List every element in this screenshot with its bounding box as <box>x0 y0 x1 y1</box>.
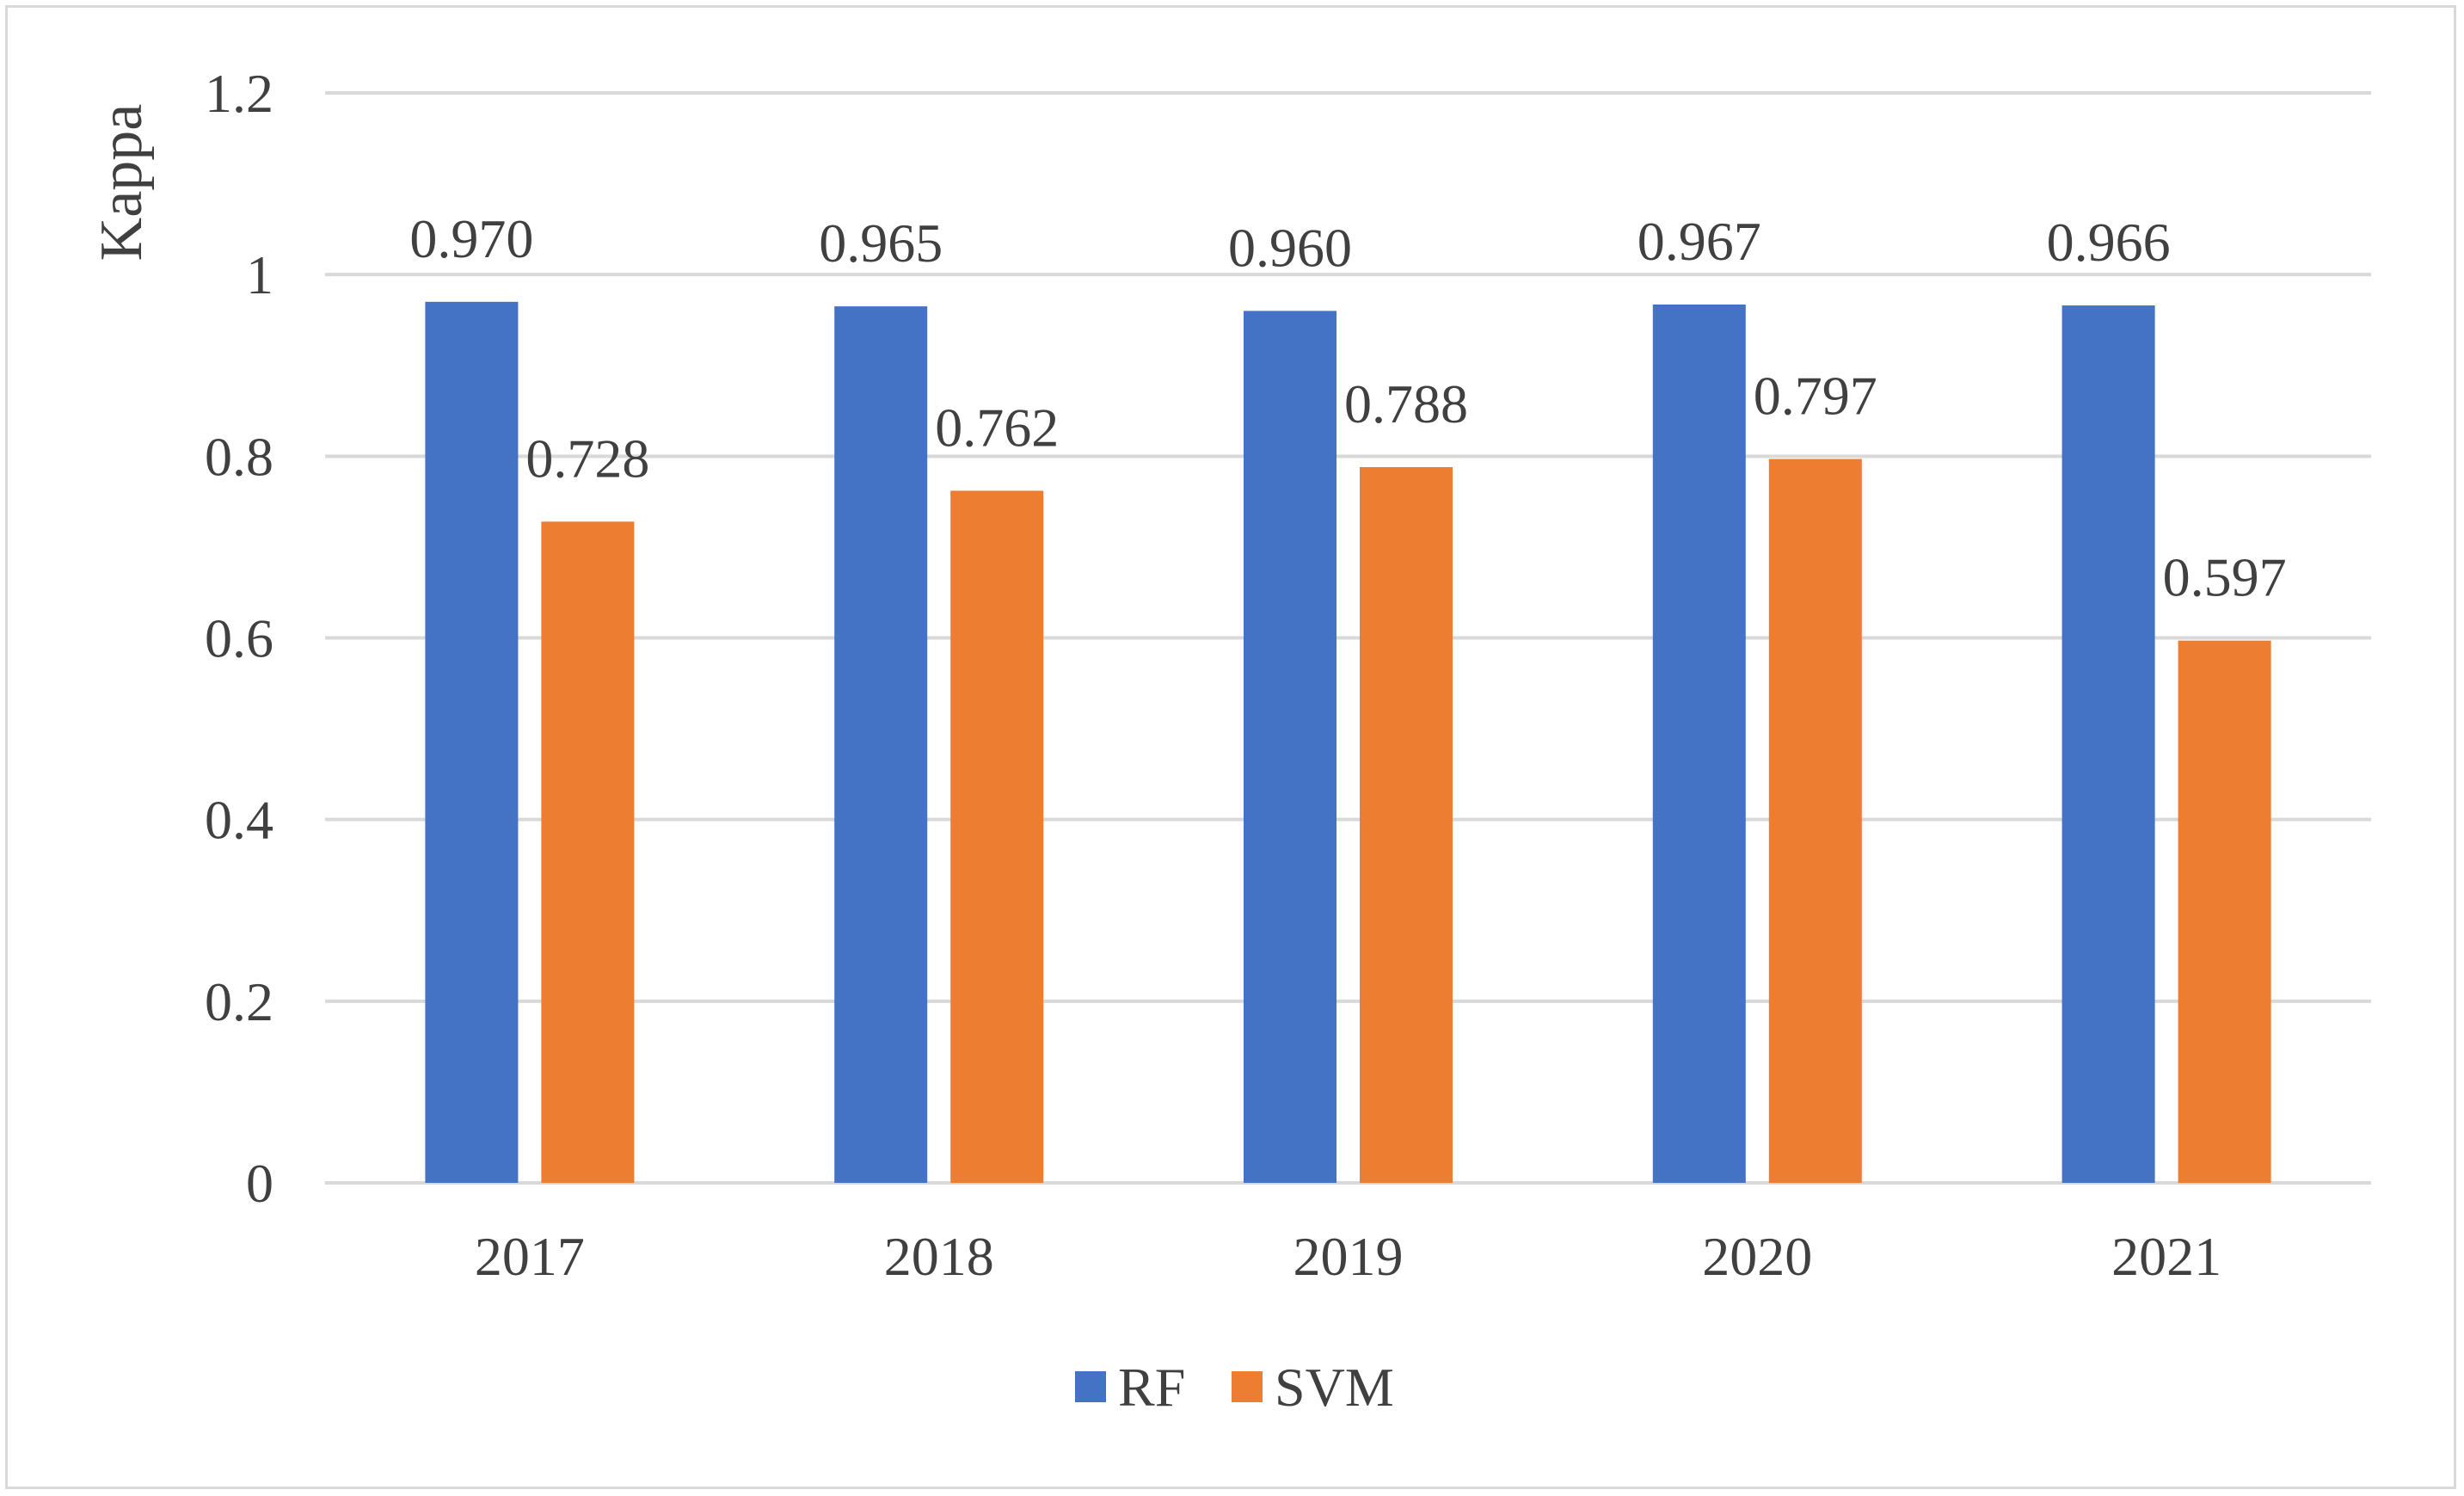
y-tick-label: 0.6 <box>205 608 273 669</box>
data-label-svm-2018: 0.762 <box>935 397 1059 458</box>
bar-svm-2019 <box>1360 467 1453 1183</box>
x-tick-label: 2017 <box>475 1226 585 1287</box>
y-axis-title: Kappa <box>89 104 155 262</box>
data-label-svm-2021: 0.597 <box>2163 547 2287 608</box>
gridlines <box>325 91 2371 1185</box>
data-label-rf-2019: 0.960 <box>1228 217 1352 278</box>
bar-svm-2021 <box>2178 640 2271 1183</box>
data-label-rf-2021: 0.966 <box>2047 212 2171 273</box>
bar-svm-2018 <box>950 490 1044 1183</box>
bars <box>425 301 2271 1183</box>
y-axis-tick-labels: 0 0.2 0.4 0.6 0.8 1 1.2 <box>205 63 273 1214</box>
bar-rf-2021 <box>2062 305 2155 1183</box>
data-labels: 0.970 0.728 0.965 0.762 0.960 0.788 0.967 0.797… <box>409 208 2286 608</box>
y-tick-label: 0.2 <box>205 971 273 1032</box>
legend-label-rf: RF <box>1118 1357 1185 1418</box>
bar-svm-2020 <box>1768 459 1862 1183</box>
y-tick-label: 1 <box>246 244 273 305</box>
y-tick-label: 0 <box>246 1153 273 1214</box>
x-tick-label: 2019 <box>1293 1226 1404 1287</box>
y-tick-label: 0.4 <box>205 790 273 851</box>
legend-label-svm: SVM <box>1275 1357 1394 1418</box>
legend-swatch-rf <box>1075 1371 1106 1402</box>
y-tick-label: 0.8 <box>205 426 273 487</box>
bar-rf-2019 <box>1244 311 1336 1183</box>
bar-svm-2017 <box>541 521 635 1183</box>
x-tick-label: 2018 <box>884 1226 994 1287</box>
data-label-rf-2017: 0.970 <box>409 208 533 269</box>
bar-rf-2017 <box>425 301 519 1183</box>
x-axis-tick-labels: 2017 2018 2019 2020 2021 <box>475 1226 2221 1287</box>
bar-rf-2020 <box>1652 305 1746 1183</box>
data-label-rf-2018: 0.965 <box>819 212 943 274</box>
data-label-svm-2019: 0.788 <box>1344 373 1468 434</box>
x-tick-label: 2021 <box>2111 1226 2221 1287</box>
legend-swatch-svm <box>1232 1371 1263 1402</box>
legend: RF SVM <box>1075 1357 1394 1418</box>
data-label-svm-2020: 0.797 <box>1754 366 1877 427</box>
bar-rf-2018 <box>834 306 928 1183</box>
chart-frame <box>5 5 2456 1489</box>
x-tick-label: 2020 <box>1702 1226 1812 1287</box>
data-label-rf-2020: 0.967 <box>1638 211 1761 272</box>
data-label-svm-2017: 0.728 <box>525 428 649 489</box>
y-tick-label: 1.2 <box>205 63 273 124</box>
